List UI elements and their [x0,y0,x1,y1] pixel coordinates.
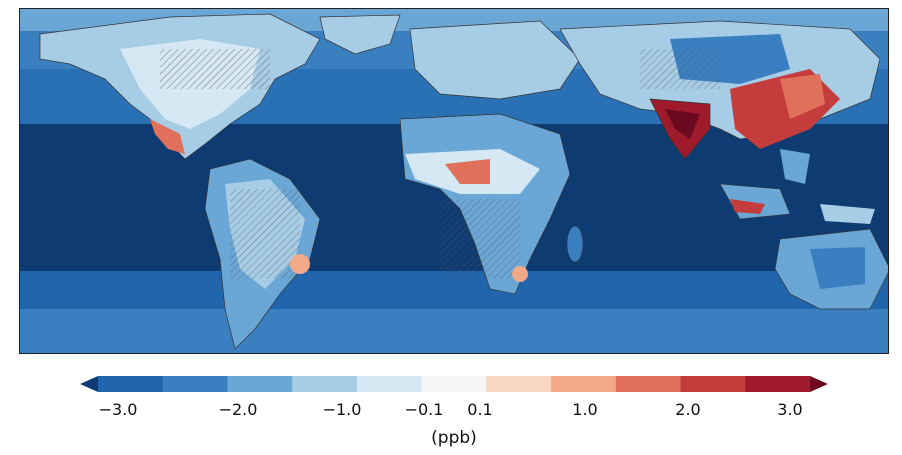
tick-label-neg3: −3.0 [98,400,138,419]
tick-label-pos3: 3.0 [777,400,803,419]
madagascar [566,225,584,263]
north-america-hatch [160,49,270,89]
tick-label-neg1: −1.0 [322,400,362,419]
brazil-red [290,254,310,274]
africa-red [445,159,490,184]
colorbar-extend-high [810,376,828,392]
europe [409,20,581,100]
asia-hatch [640,49,720,89]
colorbar-bin [227,376,293,392]
colorbar-bin [356,376,423,392]
world-map [20,9,888,353]
antarctic-band [20,309,888,353]
world-map-panel [19,8,889,354]
colorbar-bin [162,376,228,392]
greenland [319,14,401,55]
new-guinea [820,204,875,224]
colorbar-bin [745,376,811,392]
colorbar-bins [80,376,828,392]
india-core [665,109,700,139]
colorbar-bin [615,376,682,392]
colorbar-bin [680,376,746,392]
south-africa-red [512,266,528,282]
colorbar-bin [421,376,487,392]
colorbar-extend-low [80,376,98,392]
colorbar-unit-label: (ppb) [431,428,477,448]
africa-hatch [440,199,520,279]
colorbar-bin [551,376,617,392]
colorbar [80,376,828,392]
colorbar-bin [292,376,358,392]
colorbar-bin [486,376,552,392]
tick-label-pos1: 1.0 [572,400,598,419]
tick-label-neg01: −0.1 [404,400,444,419]
indonesia-red [730,199,765,214]
south-america-hatch [230,189,300,279]
mexico-red [150,119,185,154]
tick-label-pos2: 2.0 [675,400,701,419]
tick-label-pos01: 0.1 [467,400,493,419]
colorbar-bin [98,376,164,392]
australia-inner [810,247,865,289]
east-asia-red-2 [780,74,825,119]
philippines [780,149,810,184]
tick-label-neg2: −2.0 [218,400,258,419]
